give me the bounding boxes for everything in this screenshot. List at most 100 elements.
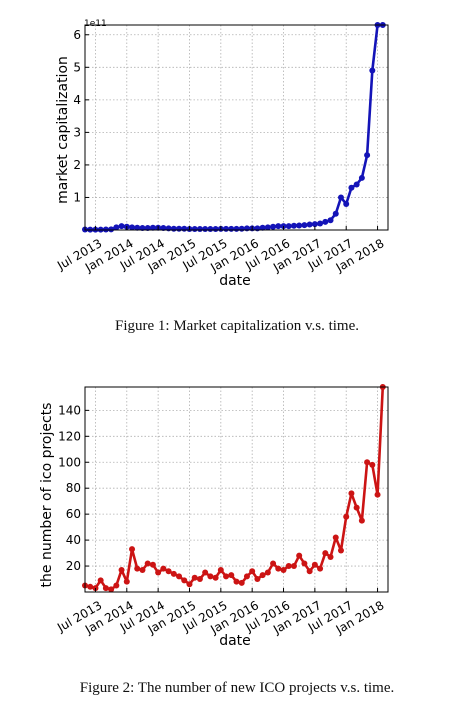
data-point xyxy=(238,579,245,586)
data-point xyxy=(191,574,198,581)
data-point xyxy=(358,517,365,524)
x-axis-label: date xyxy=(219,273,251,289)
data-point xyxy=(134,224,141,231)
data-point xyxy=(353,504,360,511)
y-axis-label: the number of ico projects xyxy=(39,403,55,588)
y-tick-label: 140 xyxy=(58,403,81,417)
data-point xyxy=(233,578,240,585)
data-point xyxy=(108,226,115,233)
data-point xyxy=(332,534,339,541)
data-point xyxy=(144,560,151,567)
data-point xyxy=(228,225,235,232)
data-point xyxy=(306,221,313,228)
data-point xyxy=(369,461,376,468)
data-point xyxy=(196,576,203,583)
series-path xyxy=(84,386,385,591)
data-point xyxy=(290,222,297,229)
data-point xyxy=(270,560,277,567)
data-point xyxy=(139,566,146,573)
data-point xyxy=(97,577,104,584)
data-point xyxy=(348,490,355,497)
y-axis-label: market capitalization xyxy=(55,56,71,204)
data-point xyxy=(191,226,198,233)
data-point xyxy=(196,226,203,233)
y-tick-label: 3 xyxy=(73,125,81,139)
data-point xyxy=(270,223,277,230)
axes-box xyxy=(84,386,389,593)
y-tick-label: 40 xyxy=(66,533,81,547)
data-point xyxy=(155,569,162,576)
data-point xyxy=(207,573,214,580)
data-point xyxy=(223,573,230,580)
data-point xyxy=(181,577,188,584)
data-point xyxy=(343,513,350,520)
data-point xyxy=(202,226,209,233)
data-point xyxy=(296,222,303,229)
data-point xyxy=(118,223,125,230)
data-point xyxy=(322,550,329,557)
data-point xyxy=(238,225,245,232)
data-point xyxy=(374,491,381,498)
y-tick-label: 60 xyxy=(66,507,81,521)
data-point xyxy=(285,223,292,230)
data-point xyxy=(129,546,136,553)
data-point xyxy=(259,572,266,579)
data-point xyxy=(160,565,167,572)
data-point xyxy=(301,222,308,229)
data-point xyxy=(259,224,266,231)
data-point xyxy=(364,152,371,159)
data-point xyxy=(118,566,125,573)
data-point xyxy=(317,220,324,227)
data-point xyxy=(332,210,339,217)
data-point xyxy=(353,181,360,188)
data-point xyxy=(170,570,177,577)
data-point xyxy=(311,561,318,568)
data-point xyxy=(296,552,303,559)
data-point xyxy=(212,226,219,233)
data-point xyxy=(186,581,193,588)
data-point xyxy=(290,563,297,570)
figure-2-caption: Figure 2: The number of new ICO projects… xyxy=(79,680,395,696)
data-point xyxy=(364,459,371,466)
data-point xyxy=(306,568,313,575)
y-tick-label: 20 xyxy=(66,559,81,573)
data-point xyxy=(280,566,287,573)
data-point xyxy=(134,565,141,572)
plot-frame xyxy=(84,24,389,231)
data-point xyxy=(264,569,271,576)
data-point xyxy=(217,566,224,573)
data-point xyxy=(275,565,282,572)
series-path xyxy=(84,23,383,231)
data-point xyxy=(165,568,172,575)
y-tick-label: 100 xyxy=(58,455,81,469)
data-point xyxy=(264,224,271,231)
series-line xyxy=(82,22,386,233)
x-axis-label: date xyxy=(219,633,251,649)
data-point xyxy=(87,583,94,590)
data-point xyxy=(337,194,344,201)
data-point xyxy=(358,174,365,181)
data-point xyxy=(337,547,344,554)
y-tick-label: 80 xyxy=(66,481,81,495)
data-point xyxy=(149,561,156,568)
data-point xyxy=(327,553,334,560)
data-point xyxy=(108,586,115,593)
data-point xyxy=(170,225,177,232)
y-tick-label: 6 xyxy=(73,28,81,42)
data-point xyxy=(301,560,308,567)
y-tick-label: 5 xyxy=(73,60,81,74)
data-point xyxy=(207,226,214,233)
axes-box xyxy=(84,24,389,231)
data-point xyxy=(317,565,324,572)
data-point xyxy=(223,225,230,232)
data-point xyxy=(285,563,292,570)
data-point xyxy=(181,225,188,232)
figure-1-caption: Figure 1: Market capitalization v.s. tim… xyxy=(115,318,359,334)
data-point xyxy=(311,221,318,228)
data-point xyxy=(212,574,219,581)
data-point xyxy=(102,585,109,592)
